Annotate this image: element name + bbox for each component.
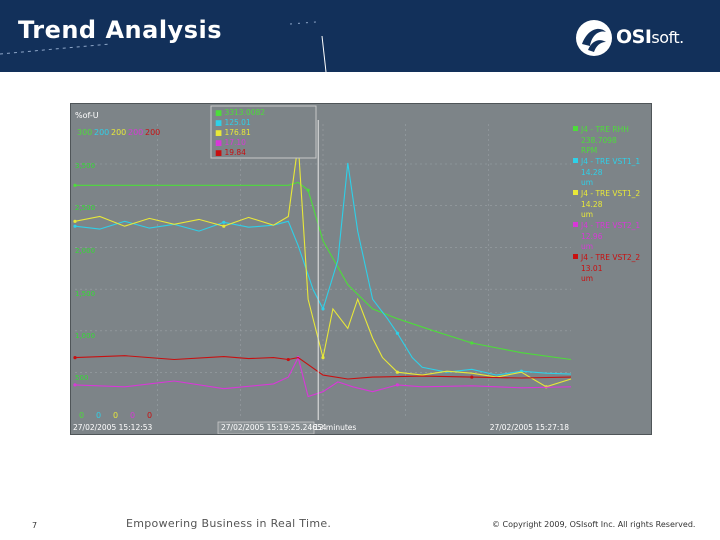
trend-chart: %of-U 300 200 200 200 200 0 0 0 0 0 3,500 2,500 2,000… [70,103,652,435]
series-point [73,183,77,187]
legend-swatch [573,222,578,227]
legend-unit: um [581,210,593,219]
top-scale-label: 200 [128,128,143,137]
top-scale-label: 200 [94,128,109,137]
bottom-scale-label: 0 [130,411,135,420]
x-end-label: 27/02/2005 15:27:18 [490,423,570,432]
cursor-value: ■ 125.01 [215,118,251,127]
slide-title: Trend Analysis [18,16,222,44]
bottom-scale-label: 0 [113,411,118,420]
legend-unit: um [581,178,593,187]
cursor-value: ■ 19.84 [215,148,246,157]
series-point [73,356,77,360]
series-line-5 [74,355,572,380]
cursor-value: ■ 3313.0082 [215,108,265,117]
legend-name: J4 - TRE VST2_2 [580,253,640,262]
osisoft-logo: OSIsoft. [574,18,694,58]
series-point [395,331,399,335]
legend-swatch [573,158,578,163]
osisoft-logo-icon [576,20,612,56]
series-line-2 [74,162,572,376]
legend-value: 13.01 [581,264,603,273]
series-point [470,375,474,379]
plot-background [71,104,651,434]
footer-copyright: © Copyright 2009, OSIsoft Inc. All right… [492,520,696,529]
grid-lines [71,104,651,434]
legend-swatch [573,254,578,259]
legend-unit: RPM [581,146,597,155]
series-point [73,224,77,228]
legend-name: J4 - TRE VST1_2 [580,189,640,198]
y-tick-label: 2,500 [75,204,95,212]
cursor-time-box [217,421,315,434]
top-scale-label: 200 [145,128,160,137]
y-tick-label: 500 [75,374,88,382]
legend-unit: um [581,242,593,251]
page-number: 7 [32,521,38,530]
x-start-label: 27/02/2005 15:12:53 [73,423,153,432]
y-tick-label: 3,500 [75,162,95,170]
series-point [73,219,77,223]
series-point [395,370,399,374]
series-point [286,357,290,362]
series-line-3 [74,143,572,388]
time-cursor[interactable]: ■ 3313.0082■ 125.01■ 176.81■ 17.10■ 19.8… [210,105,327,434]
y-unit-label: %of-U [75,111,99,120]
legend-value: 14.28 [581,200,603,209]
y-tick-label: 2,000 [75,247,95,255]
top-scale-label: 200 [111,128,126,137]
series-lines [73,143,572,398]
series-point [306,188,310,192]
legend-name: J4 - TRE VST2_1 [580,221,640,230]
y-tick-label: 1,000 [75,332,95,340]
legend-swatch [573,126,578,131]
bottom-scale-label: 0 [96,411,101,420]
osisoft-logo-text: OSIsoft. [616,26,684,48]
bottom-scale-label: 0 [79,411,84,420]
x-axis-strip [71,420,651,434]
series-point [73,383,77,387]
header-banner: Trend Analysis OSIsoft. [0,0,720,72]
legend-value: 12.96 [581,232,603,241]
legend-name: J4 - TRE RHH [580,125,629,134]
legend-value: 14.28 [581,168,603,177]
series-point [222,220,226,224]
legend-name: J4 - TRE VST1_1 [580,157,640,166]
cursor-value: ■ 176.81 [215,128,251,137]
y-tick-label: 1,500 [75,290,95,298]
series-point [470,341,474,345]
cursor-value: ■ 17.10 [215,138,246,147]
legend-swatch [573,190,578,195]
cursor-value-box [210,105,317,159]
span-label: 12 minutes [314,423,356,432]
series-point [321,307,325,311]
header-decoration [0,21,327,72]
footer-tagline: Empowering Business in Real Time. [126,517,332,530]
legend-unit: um [581,274,593,283]
series-point [321,356,325,360]
top-scale-label: 300 [77,128,92,137]
cursor-time-label: 27/02/2005 15:19:25.24654 [221,423,327,432]
series-line-1 [75,181,572,361]
bottom-scale-label: 0 [147,411,152,420]
series-point [395,383,399,387]
series-line-4 [74,356,572,398]
series-point [222,224,226,228]
legend-value: 238.7098 [581,136,617,145]
